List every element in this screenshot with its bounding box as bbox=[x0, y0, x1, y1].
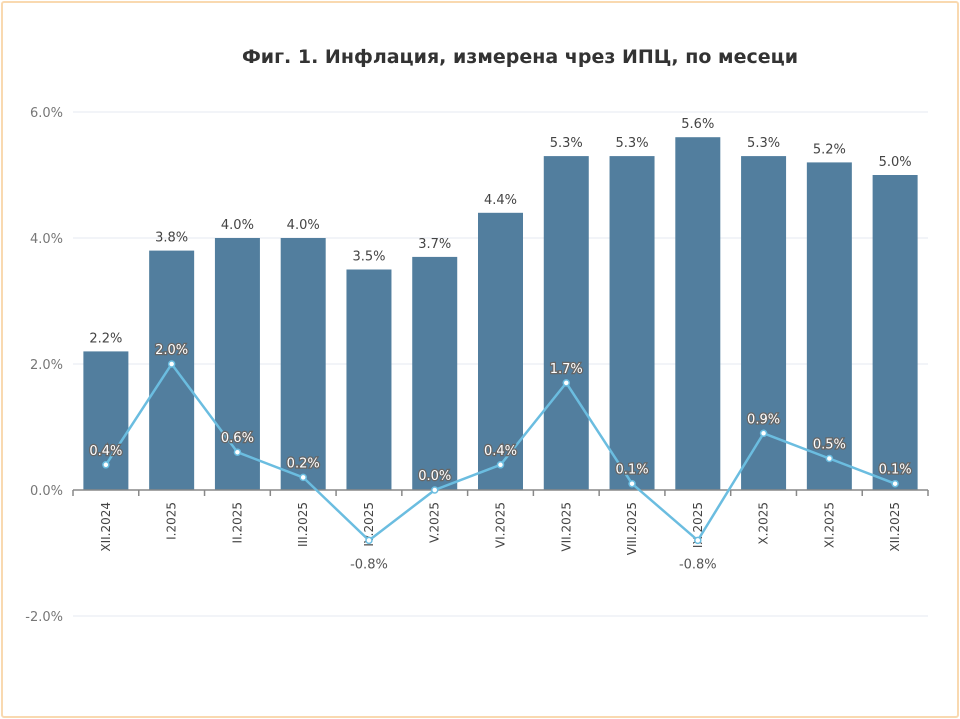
line-label: 0.0% bbox=[418, 469, 451, 484]
bar bbox=[675, 137, 721, 490]
bar-label: 3.7% bbox=[418, 237, 451, 252]
bar bbox=[346, 269, 392, 490]
line-label: 0.9% bbox=[747, 412, 780, 427]
x-tick-label: V.2025 bbox=[428, 502, 442, 543]
line-point bbox=[299, 473, 307, 482]
bar-label: 5.6% bbox=[681, 117, 714, 132]
line-label: 0.6% bbox=[221, 431, 254, 446]
x-tick-label: XII.2025 bbox=[888, 502, 902, 552]
bar bbox=[149, 250, 195, 490]
chart-title: Фиг. 1. Инфлация, измерена чрез ИПЦ, по … bbox=[241, 46, 799, 68]
line-point bbox=[562, 379, 571, 387]
bar-label: 4.4% bbox=[484, 193, 517, 208]
y-tick-label: 0.0% bbox=[30, 484, 63, 499]
bar-label: 5.3% bbox=[550, 136, 583, 151]
bar bbox=[806, 162, 852, 490]
line-point bbox=[759, 429, 768, 438]
bar bbox=[83, 351, 129, 490]
x-tick-label: II.2025 bbox=[230, 502, 244, 543]
bar-label: 3.8% bbox=[155, 231, 188, 246]
line-point bbox=[167, 360, 176, 368]
x-tick-label: VII.2025 bbox=[559, 502, 573, 552]
y-tick-label: -2.0% bbox=[25, 610, 63, 625]
line-label: 0.4% bbox=[484, 444, 517, 459]
bar-label: 3.5% bbox=[352, 250, 385, 265]
bar-label: 5.2% bbox=[813, 142, 846, 157]
line-label: 0.2% bbox=[287, 456, 320, 471]
line-label: 0.1% bbox=[879, 463, 912, 478]
bar-label: 2.2% bbox=[89, 331, 122, 346]
x-tick-label: X.2025 bbox=[757, 502, 771, 545]
bar-label: 5.3% bbox=[747, 136, 780, 151]
line-point bbox=[430, 486, 439, 494]
line-label: -0.8% bbox=[679, 557, 717, 572]
line-point bbox=[496, 461, 505, 469]
line-label: 1.7% bbox=[550, 362, 583, 377]
bar bbox=[543, 156, 589, 490]
line-point bbox=[891, 479, 899, 488]
x-tick-label: XII.2024 bbox=[99, 502, 113, 552]
bar bbox=[214, 238, 260, 490]
x-tick-label: III.2025 bbox=[296, 502, 310, 547]
x-tick-label: I.2025 bbox=[165, 502, 179, 540]
line-point bbox=[233, 448, 242, 456]
bar bbox=[609, 156, 655, 490]
line-point bbox=[825, 454, 834, 463]
bar bbox=[872, 175, 918, 490]
y-tick-label: 2.0% bbox=[30, 358, 63, 373]
bar-label: 4.0% bbox=[221, 218, 254, 233]
line-label: 0.1% bbox=[616, 463, 649, 478]
bar-label: 5.0% bbox=[879, 155, 912, 170]
line-label: 2.0% bbox=[155, 343, 188, 358]
line-label: 0.5% bbox=[813, 438, 846, 453]
y-tick-label: 6.0% bbox=[30, 106, 63, 121]
bar-label: 5.3% bbox=[616, 136, 649, 151]
bar bbox=[478, 212, 523, 491]
x-tick-label: VI.2025 bbox=[494, 502, 508, 548]
bar bbox=[280, 238, 326, 490]
x-tick-label: XI.2025 bbox=[822, 502, 836, 548]
x-tick-label: VIII.2025 bbox=[625, 502, 639, 555]
line-point bbox=[628, 479, 636, 488]
line-label: -0.8% bbox=[350, 557, 388, 572]
line-point bbox=[102, 461, 110, 469]
line-point bbox=[694, 536, 702, 545]
bar-label: 4.0% bbox=[287, 218, 320, 233]
y-tick-label: 4.0% bbox=[30, 232, 63, 247]
bar bbox=[412, 256, 458, 490]
line-label: 0.4% bbox=[89, 444, 122, 459]
line-point bbox=[365, 536, 373, 545]
